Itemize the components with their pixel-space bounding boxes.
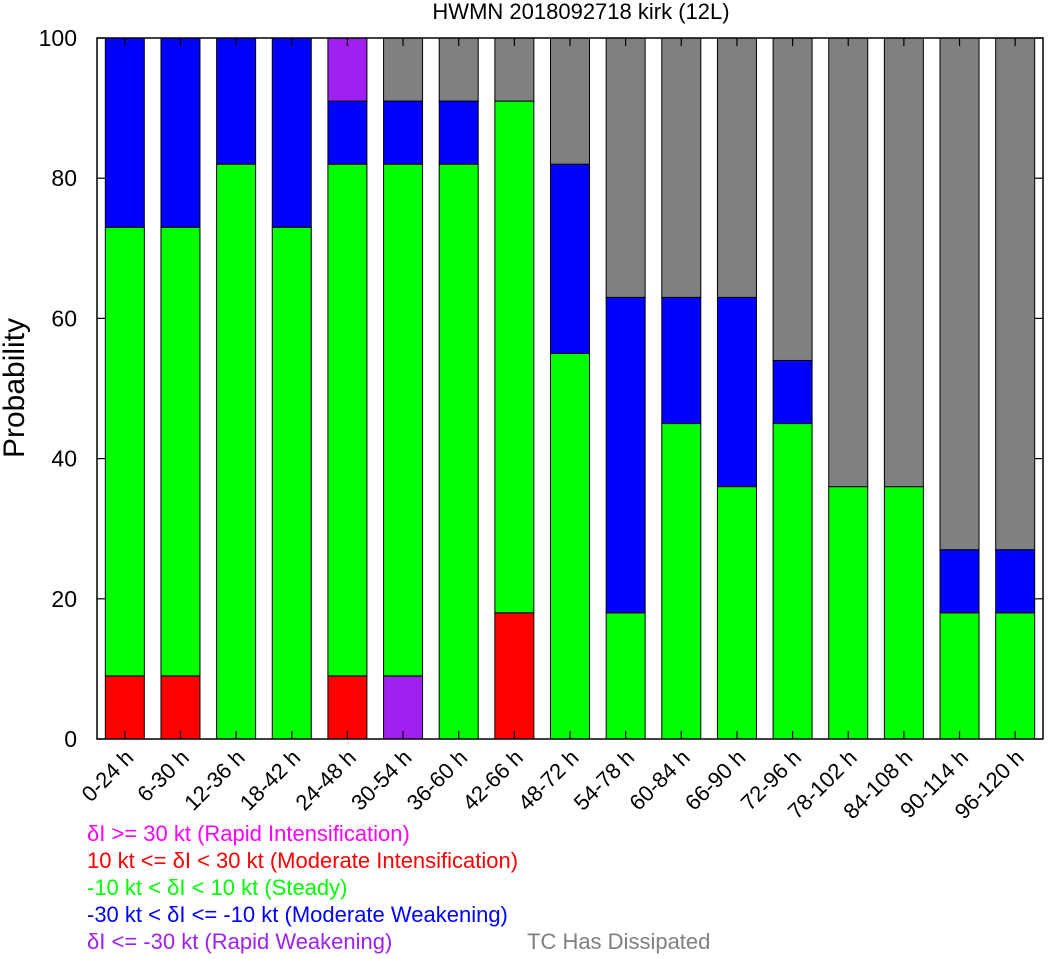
bar-segment-diss-11 (716, 37, 757, 298)
bar-segment-diss-15 (939, 37, 980, 551)
bar-segment-diss-5 (383, 37, 424, 102)
bar-segment-mi-4 (327, 675, 368, 740)
bar-segment-mw-1 (160, 37, 201, 228)
y-tick-label-0: 0 (64, 726, 77, 752)
bar-segment-mw-9 (605, 296, 646, 614)
y-tick-label-100: 100 (39, 25, 77, 51)
legend-rapid-weakening: δI <= -30 kt (Rapid Weakening) (87, 929, 393, 954)
bar-segment-diss-13 (828, 37, 869, 488)
bar-segment-diss-6 (438, 37, 479, 102)
bar-segment-diss-12 (772, 37, 813, 361)
bar-segment-st-7 (494, 100, 535, 614)
x-tick-label-7: 42-66 h (457, 745, 527, 815)
legend-moderate-intensification: 10 kt <= δI < 30 kt (Moderate Intensific… (87, 848, 519, 873)
bar-segment-mi-0 (104, 675, 145, 740)
bar-segment-st-12 (772, 423, 813, 740)
bar-segment-st-3 (271, 226, 312, 740)
bar-segment-st-0 (104, 226, 145, 677)
bar-segment-mw-11 (716, 296, 757, 488)
x-tick-label-4: 24-48 h (291, 745, 361, 815)
bar-segment-mw-5 (383, 100, 424, 165)
y-axis-label: Probability (0, 318, 31, 458)
bar-segment-mw-6 (438, 100, 479, 165)
bar-segment-diss-8 (550, 37, 590, 165)
bar-segment-rw-5 (383, 675, 424, 740)
bar-segment-mw-15 (939, 549, 980, 614)
bar-segment-diss-14 (883, 37, 924, 488)
bar-segment-st-5 (383, 163, 424, 677)
bar-segment-st-2 (216, 163, 257, 740)
x-tick-label-10: 60-84 h (624, 745, 694, 815)
y-tick-label-80: 80 (51, 165, 77, 191)
bar-segment-st-15 (939, 612, 980, 740)
legend-steady: -10 kt < δI < 10 kt (Steady) (87, 875, 348, 900)
bar-segment-st-16 (995, 612, 1036, 740)
bar-segment-st-4 (327, 163, 368, 677)
x-tick-label-0: 0-24 h (77, 745, 139, 807)
bar-segment-mw-8 (550, 163, 590, 354)
bar-segment-st-14 (883, 486, 924, 740)
bar-segment-diss-9 (605, 37, 646, 298)
y-tick-label-20: 20 (51, 586, 77, 612)
x-tick-label-5: 30-54 h (346, 745, 416, 815)
y-tick-label-60: 60 (51, 305, 77, 331)
legend-dissipated: TC Has Dissipated (527, 929, 711, 954)
bar-segment-st-9 (605, 612, 646, 740)
legend-rapid-intensification: δI >= 30 kt (Rapid Intensification) (87, 821, 410, 846)
bar-segment-mw-12 (772, 359, 813, 425)
bar-segment-st-1 (160, 226, 201, 677)
bar-segment-mw-2 (216, 37, 257, 165)
x-tick-label-2: 12-36 h (179, 745, 249, 815)
bar-segment-ri-4 (327, 37, 368, 102)
bar-segment-mw-16 (995, 549, 1036, 614)
bar-segment-diss-7 (494, 37, 535, 102)
bar-segment-mi-1 (160, 675, 201, 740)
bar-segment-diss-16 (995, 37, 1036, 551)
bar-segment-st-8 (550, 352, 590, 740)
bar-segment-mi-7 (494, 612, 535, 740)
bar-segment-mw-10 (661, 296, 702, 425)
bar-segment-mw-4 (327, 100, 368, 165)
x-tick-label-9: 54-78 h (569, 745, 639, 815)
bar-segment-mw-3 (271, 37, 312, 228)
bar-segment-st-10 (661, 423, 702, 740)
bar-segment-st-6 (438, 163, 479, 740)
chart-title: HWMN 2018092718 kirk (12L) (432, 0, 729, 24)
bars-group (104, 37, 1036, 740)
x-tick-label-8: 48-72 h (513, 745, 583, 815)
legend-moderate-weakening: -30 kt < δI <= -10 kt (Moderate Weakenin… (87, 902, 508, 927)
bar-segment-mw-0 (104, 37, 145, 228)
y-tick-label-40: 40 (51, 446, 77, 472)
x-tick-label-6: 36-60 h (402, 745, 472, 815)
bar-segment-diss-10 (661, 37, 702, 298)
bar-segment-st-13 (828, 486, 869, 740)
bar-segment-st-11 (716, 486, 757, 740)
x-tick-label-3: 18-42 h (235, 745, 305, 815)
x-tick-label-11: 66-90 h (680, 745, 750, 815)
